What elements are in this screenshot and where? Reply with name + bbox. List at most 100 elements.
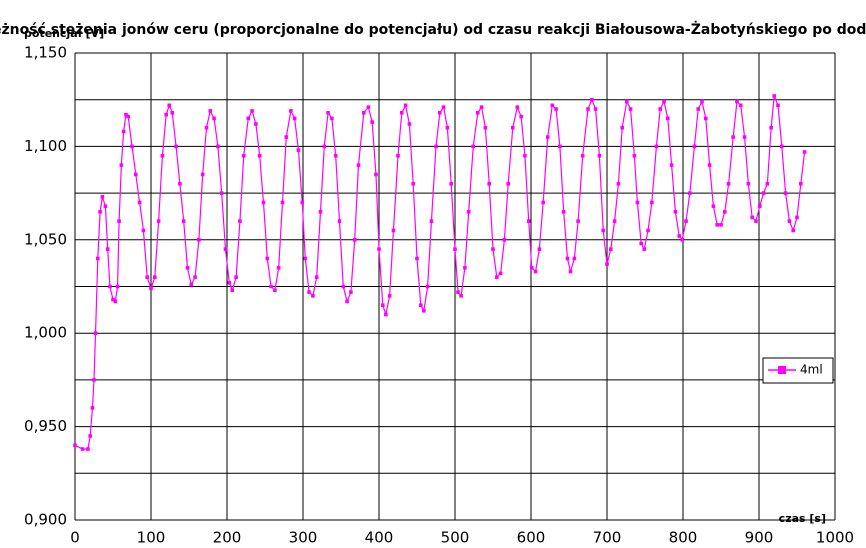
data-point xyxy=(666,116,670,121)
data-point xyxy=(646,228,650,233)
data-point xyxy=(707,163,712,167)
data-point xyxy=(704,116,708,121)
data-point xyxy=(628,107,633,111)
data-point xyxy=(230,288,235,293)
x-tick-label: 800 xyxy=(669,529,698,547)
x-tick-label: 100 xyxy=(137,529,166,547)
data-point xyxy=(223,247,228,251)
data-point xyxy=(119,163,124,167)
data-point xyxy=(254,122,258,126)
data-point xyxy=(780,144,784,149)
data-point xyxy=(273,288,277,293)
data-point xyxy=(684,219,688,223)
data-point xyxy=(765,181,770,186)
data-point xyxy=(141,228,146,233)
data-point xyxy=(193,275,197,279)
data-point xyxy=(609,247,613,251)
data-point xyxy=(121,129,126,134)
x-tick-label: 900 xyxy=(745,529,774,547)
data-point xyxy=(491,247,495,251)
data-point xyxy=(502,238,507,242)
data-point xyxy=(181,219,186,223)
data-point xyxy=(137,200,142,205)
data-point xyxy=(197,238,201,242)
data-point xyxy=(586,107,590,111)
data-point xyxy=(105,247,110,251)
data-point xyxy=(100,195,105,199)
data-point xyxy=(673,209,678,214)
data-point xyxy=(558,144,562,149)
data-point xyxy=(227,280,232,285)
data-point xyxy=(93,331,98,335)
data-point xyxy=(234,275,238,279)
legend-label: 4ml xyxy=(800,363,823,377)
data-point xyxy=(456,290,460,294)
data-point xyxy=(419,303,423,307)
y-tick-label: 1,150 xyxy=(24,44,67,62)
data-point xyxy=(265,256,270,261)
data-point xyxy=(669,163,674,167)
data-point xyxy=(658,107,662,111)
data-point xyxy=(711,204,716,208)
data-point xyxy=(280,200,285,205)
data-point xyxy=(153,275,157,279)
y-tick-label: 1,100 xyxy=(24,137,67,155)
data-point xyxy=(257,153,262,158)
data-point xyxy=(289,109,293,113)
data-point xyxy=(96,256,100,261)
x-tick-label: 0 xyxy=(70,529,80,547)
data-point xyxy=(434,144,438,149)
data-point xyxy=(776,103,780,108)
data-point xyxy=(117,219,121,223)
data-point xyxy=(568,269,573,274)
data-point xyxy=(498,271,503,276)
data-point xyxy=(510,125,515,130)
data-point xyxy=(799,181,803,186)
data-point xyxy=(92,378,96,382)
data-point xyxy=(318,209,323,214)
data-point xyxy=(541,200,545,205)
x-tick-label: 300 xyxy=(289,529,318,547)
data-point xyxy=(783,191,788,195)
data-point xyxy=(384,312,388,317)
data-point xyxy=(757,204,762,208)
data-point xyxy=(537,247,542,251)
data-point xyxy=(126,114,130,119)
data-point xyxy=(495,275,499,279)
data-point xyxy=(415,256,419,261)
data-point xyxy=(723,209,727,214)
data-point xyxy=(680,238,685,242)
data-point xyxy=(124,112,128,117)
y-tick-label: 0,950 xyxy=(24,417,67,435)
data-point xyxy=(111,297,115,302)
data-point xyxy=(453,247,457,251)
data-point xyxy=(362,110,366,115)
data-point xyxy=(374,172,378,177)
data-point xyxy=(735,99,739,104)
x-tick-label: 1000 xyxy=(816,529,854,547)
data-point xyxy=(86,447,90,451)
data-point xyxy=(189,282,194,287)
y-axis-label: potencjał [V] xyxy=(24,27,104,40)
data-point xyxy=(662,99,666,104)
data-point xyxy=(400,110,404,115)
data-point xyxy=(156,219,161,223)
data-point xyxy=(787,219,792,223)
data-point xyxy=(449,181,453,186)
data-point xyxy=(677,234,681,238)
data-point xyxy=(185,266,190,270)
data-point xyxy=(303,256,308,261)
data-point xyxy=(130,144,134,149)
data-point xyxy=(134,172,138,177)
data-point xyxy=(292,116,297,121)
data-point xyxy=(590,97,594,102)
data-point xyxy=(654,144,659,149)
data-point xyxy=(526,219,531,223)
data-point xyxy=(605,262,609,266)
data-point xyxy=(731,135,735,139)
data-point xyxy=(337,219,342,223)
data-point xyxy=(597,153,602,158)
data-point xyxy=(366,105,371,109)
data-point xyxy=(170,110,175,115)
